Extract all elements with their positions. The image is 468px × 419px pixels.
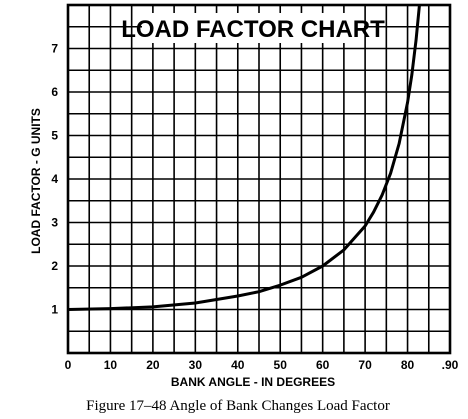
x-tick-label: 60: [316, 358, 330, 372]
y-tick-label: 4: [51, 172, 58, 186]
y-tick-label: 3: [51, 216, 58, 230]
chart-frame: [66, 3, 452, 355]
x-axis-label: BANK ANGLE - IN DEGREES: [171, 375, 335, 389]
x-tick-label: 80: [401, 358, 415, 372]
y-tick-label: 7: [51, 42, 58, 56]
chart-title: LOAD FACTOR CHART: [121, 16, 385, 43]
x-tick-label: .90: [442, 358, 459, 372]
x-tick-label: 10: [104, 358, 118, 372]
chart-grid: [68, 5, 450, 353]
y-axis-label: LOAD FACTOR - G UNITS: [29, 108, 43, 254]
x-axis-ticks: 0 10 20 30 40 50 60 70 80 .90: [65, 358, 459, 372]
chart-title-background: [142, 13, 364, 43]
x-tick-label: 50: [274, 358, 288, 372]
y-tick-label: 2: [51, 259, 58, 273]
y-tick-label: 6: [51, 85, 58, 99]
y-axis-ticks: 1 2 3 4 5 6 7: [51, 42, 58, 317]
x-tick-label: 20: [146, 358, 160, 372]
y-tick-label: 1: [51, 303, 58, 317]
y-tick-label: 5: [51, 129, 58, 143]
figure-caption: Figure 17–48 Angle of Bank Changes Load …: [86, 398, 390, 414]
x-tick-label: 0: [65, 358, 72, 372]
x-tick-label: 70: [358, 358, 372, 372]
plot-frame: [66, 3, 452, 355]
load-factor-curve: [68, 5, 421, 311]
x-tick-label: 40: [231, 358, 245, 372]
chart-series: [68, 5, 421, 311]
x-tick-label: 30: [189, 358, 203, 372]
